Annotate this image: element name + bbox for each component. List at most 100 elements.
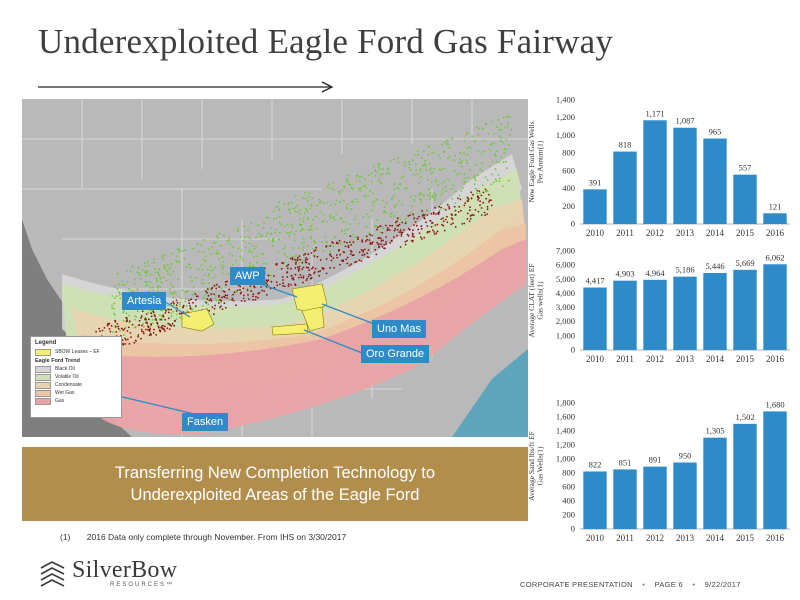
logo-name: SilverBow bbox=[72, 557, 178, 583]
x-tick-label: 2013 bbox=[676, 533, 695, 543]
y-tick-label: 3,000 bbox=[556, 302, 575, 312]
bar bbox=[763, 264, 787, 350]
legend-item: Wet Gas bbox=[35, 389, 117, 397]
legend-item-label: Volatile Oil bbox=[55, 374, 79, 380]
legend-item-label: Condensate bbox=[55, 382, 82, 388]
x-tick-label: 2014 bbox=[706, 354, 725, 364]
bar bbox=[673, 127, 697, 224]
y-tick-label: 600 bbox=[562, 165, 575, 175]
y-tick-label: 5,000 bbox=[556, 274, 575, 284]
footer-separator-1: • bbox=[642, 580, 646, 589]
y-tick-label: 1,800 bbox=[556, 398, 575, 408]
x-tick-label: 2011 bbox=[616, 533, 634, 543]
x-tick-label: 2016 bbox=[766, 354, 785, 364]
callout-uno-mas: Uno Mas bbox=[372, 320, 427, 338]
y-tick-label: 1,000 bbox=[556, 130, 575, 140]
y-tick-label: 400 bbox=[562, 496, 575, 506]
bar-value-label: 5,446 bbox=[705, 261, 724, 271]
bar-value-label: 5,669 bbox=[735, 258, 754, 268]
bar bbox=[613, 469, 637, 529]
footer-label: CORPORATE PRESENTATION bbox=[520, 580, 633, 589]
bar bbox=[673, 276, 697, 350]
y-tick-label: 600 bbox=[562, 482, 575, 492]
page-title: Underexploited Eagle Ford Gas Fairway bbox=[38, 22, 614, 61]
legend-trend-items: Black Oil Volatile Oil Condensate Wet Gas Ga… bbox=[35, 365, 117, 405]
legend-swatch bbox=[35, 373, 51, 381]
callout-fasken: Fasken bbox=[182, 413, 229, 431]
x-tick-label: 2016 bbox=[766, 228, 785, 238]
y-tick-label: 0 bbox=[571, 524, 575, 534]
bar bbox=[763, 411, 787, 529]
legend-swatch bbox=[35, 381, 51, 389]
bar bbox=[643, 279, 667, 350]
bar bbox=[703, 437, 727, 529]
map-legend: Legend SBOW Leases – EF Eagle Ford Trend… bbox=[30, 336, 122, 418]
x-tick-label: 2013 bbox=[676, 228, 695, 238]
x-tick-label: 2014 bbox=[706, 228, 725, 238]
bar bbox=[583, 287, 607, 350]
x-tick-label: 2015 bbox=[736, 228, 755, 238]
x-tick-label: 2010 bbox=[586, 533, 605, 543]
bar bbox=[613, 151, 637, 224]
y-tick-label: 200 bbox=[562, 510, 575, 520]
y-tick-label: 1,400 bbox=[556, 95, 575, 105]
y-tick-label: 0 bbox=[571, 345, 575, 355]
legend-item: Gas bbox=[35, 397, 117, 405]
bar-value-label: 822 bbox=[589, 459, 602, 469]
bar-value-label: 1,680 bbox=[765, 399, 784, 409]
bar bbox=[703, 138, 727, 224]
bar-value-label: 6,062 bbox=[765, 252, 784, 262]
y-tick-label: 1,000 bbox=[556, 454, 575, 464]
bar-value-label: 391 bbox=[589, 177, 602, 187]
bar-value-label: 4,903 bbox=[615, 269, 634, 279]
legend-trend-title: Eagle Ford Trend bbox=[35, 358, 80, 364]
y-tick-label: 4,000 bbox=[556, 288, 575, 298]
callout-awp: AWP bbox=[230, 267, 265, 285]
bar-value-label: 4,417 bbox=[585, 276, 604, 286]
y-axis-label: New Eagle Ford Gas WellsPer Annum(1) bbox=[527, 121, 545, 202]
y-tick-label: 1,600 bbox=[556, 412, 575, 422]
footer-separator-2: • bbox=[692, 580, 696, 589]
bar-value-label: 4,964 bbox=[645, 268, 665, 278]
direction-arrow bbox=[38, 81, 334, 93]
legend-item-label: Black Oil bbox=[55, 366, 75, 372]
y-tick-label: 200 bbox=[562, 201, 575, 211]
banner-line-1: Transferring New Completion Technology t… bbox=[114, 464, 436, 482]
bar-value-label: 1,502 bbox=[735, 412, 754, 422]
footnote-text: 2016 Data only complete through November… bbox=[86, 532, 347, 542]
bar-value-label: 950 bbox=[679, 451, 692, 461]
x-tick-label: 2011 bbox=[616, 228, 634, 238]
bar-value-label: 891 bbox=[649, 455, 662, 465]
logo-subtitle: RESOURCES™ bbox=[110, 582, 175, 588]
bar bbox=[583, 471, 607, 529]
y-tick-label: 400 bbox=[562, 183, 575, 193]
bar-value-label: 1,087 bbox=[675, 116, 694, 126]
y-tick-label: 800 bbox=[562, 468, 575, 478]
x-tick-label: 2010 bbox=[586, 228, 605, 238]
y-tick-label: 2,000 bbox=[556, 316, 575, 326]
logo-mark-icon bbox=[40, 561, 65, 587]
bar bbox=[673, 462, 697, 529]
chart-average-clat: Average CLAT (feet) EFGas wells(1) 0 1,000… bbox=[520, 243, 798, 368]
bar-value-label: 5,186 bbox=[675, 265, 694, 275]
bar bbox=[703, 272, 727, 350]
y-axis-label: Average Sand lbs/ft EFGas Wells(1) bbox=[527, 431, 545, 501]
y-tick-label: 0 bbox=[571, 219, 575, 229]
y-tick-label: 1,200 bbox=[556, 440, 575, 450]
footnote-id: (1) bbox=[60, 532, 71, 542]
chart-wells-per-annum-svg: New Eagle Ford Gas WellsPer Annum(1) 0 200… bbox=[527, 95, 790, 238]
chart-average-sand: Average Sand lbs/ft EFGas Wells(1) 0 200 40… bbox=[520, 395, 798, 547]
legend-lease-row: SBOW Leases – EF bbox=[35, 348, 117, 356]
footnote: (1) 2016 Data only complete through Nove… bbox=[60, 532, 346, 542]
banner: Transferring New Completion Technology t… bbox=[22, 447, 528, 521]
x-tick-label: 2010 bbox=[586, 354, 605, 364]
bar bbox=[763, 213, 787, 224]
legend-title: Legend bbox=[35, 340, 57, 346]
y-tick-label: 1,200 bbox=[556, 112, 575, 122]
x-tick-label: 2012 bbox=[646, 354, 664, 364]
y-tick-label: 1,000 bbox=[556, 330, 575, 340]
legend-swatch bbox=[35, 365, 51, 373]
x-tick-label: 2014 bbox=[706, 533, 725, 543]
x-tick-label: 2015 bbox=[736, 354, 755, 364]
bar-value-label: 851 bbox=[619, 457, 632, 467]
